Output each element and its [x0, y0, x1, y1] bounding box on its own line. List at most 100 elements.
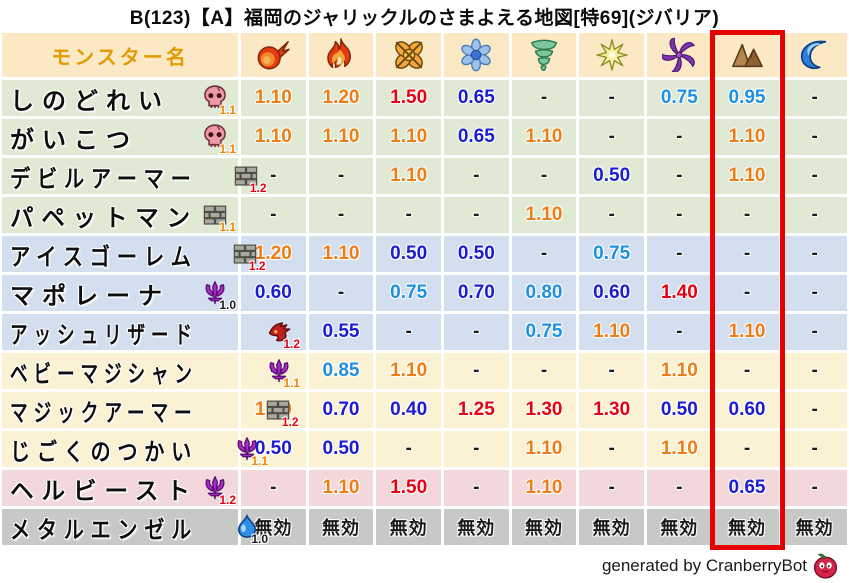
value-cell: 1.10	[511, 197, 577, 233]
value-cell: -	[782, 392, 847, 428]
brick-icon: 1.2	[233, 163, 267, 195]
family-multiplier: 1.0	[219, 298, 236, 312]
column-header-ice	[443, 33, 509, 77]
trident-icon: 1.0	[202, 280, 236, 312]
value-cell: 0.60	[579, 275, 644, 311]
value-cell: -	[646, 236, 712, 272]
value-cell: -	[579, 353, 644, 389]
family-multiplier: 1.2	[219, 493, 236, 507]
monster-name: しのどれい	[10, 87, 170, 115]
value-cell: 0.75	[579, 236, 644, 272]
trident-icon: 1.1	[266, 358, 300, 390]
value-cell: -	[646, 197, 712, 233]
value-cell: -	[443, 158, 509, 194]
family-multiplier: 1.1	[219, 142, 236, 156]
star-icon	[595, 38, 629, 72]
value-cell: -	[646, 470, 712, 506]
value-cell: -	[782, 431, 847, 467]
column-header-monster-name: モンスター名	[2, 33, 238, 77]
value-cell: 1.10	[308, 119, 374, 155]
dragon-icon: 1.2	[266, 319, 300, 351]
value-cell: 0.40	[376, 392, 441, 428]
value-cell: -	[308, 158, 374, 194]
value-cell: -	[714, 236, 780, 272]
value-cell: 0.80	[511, 275, 577, 311]
value-cell: -	[579, 80, 644, 116]
value-cell: 1.30	[579, 392, 644, 428]
value-cell: 無効	[443, 509, 509, 545]
value-cell: 0.95	[714, 80, 780, 116]
monster-name-cell: マポレーナ 1.0	[2, 275, 238, 312]
fireball-icon	[256, 38, 291, 72]
value-cell: -	[782, 80, 847, 116]
value-cell: 0.50	[308, 431, 374, 467]
value-cell: -	[376, 431, 441, 467]
value-cell: -	[646, 158, 712, 194]
value-cell: 0.50	[443, 236, 509, 272]
monster-name-cell: アイスゴーレム 1.2	[2, 236, 266, 273]
monster-name-cell: アッシュリザード 1.2	[2, 314, 300, 351]
slime-icon: 1.0	[234, 514, 268, 546]
value-cell: 無効	[714, 509, 780, 545]
wave-icon	[798, 38, 832, 72]
trident-icon: 1.2	[202, 475, 236, 507]
snowflake-icon	[459, 38, 493, 72]
flame-icon	[324, 38, 358, 72]
value-cell: 0.60	[241, 275, 306, 311]
resistance-table: モンスター名 しのどれい 1.1 1.10 1.20 1.50 0.65- -0.75 0.9…	[0, 33, 849, 546]
brick-icon: 1.2	[232, 241, 266, 273]
value-cell: 1.50	[376, 80, 441, 116]
value-cell: 0.50	[579, 158, 644, 194]
value-cell: 1.10	[579, 314, 644, 350]
value-cell: 1.10	[714, 314, 780, 350]
value-cell: -	[646, 314, 712, 350]
column-header-flame	[308, 33, 374, 77]
footer: generated by CranberryBot	[602, 552, 839, 579]
page-title: B(123)【A】福岡のジャリックルのさまよえる地図[特69](ジバリア)	[129, 8, 720, 29]
value-cell: -	[714, 353, 780, 389]
brick-icon: 1.2	[265, 397, 299, 429]
value-cell: 0.50	[376, 236, 441, 272]
value-cell: 1.25	[443, 392, 509, 428]
skull-icon: 1.1	[202, 85, 236, 117]
value-cell: -	[443, 197, 509, 233]
value-cell: 0.70	[443, 275, 509, 311]
monster-name: メタルエンゼル	[10, 516, 198, 544]
value-cell: 1.10	[376, 119, 441, 155]
value-cell: 1.10	[241, 80, 306, 116]
family-multiplier: 1.0	[251, 532, 268, 546]
column-header-water	[782, 33, 847, 77]
monster-name: デビルアーマー	[10, 165, 198, 193]
value-cell: -	[646, 119, 712, 155]
value-cell: 0.65	[443, 80, 509, 116]
value-cell: 1.10	[511, 431, 577, 467]
value-cell: -	[443, 314, 509, 350]
value-cell: -	[579, 119, 644, 155]
value-cell: 1.10	[376, 353, 441, 389]
family-multiplier: 1.2	[281, 415, 299, 429]
value-cell: 1.20	[308, 80, 374, 116]
value-cell: 0.50	[646, 392, 712, 428]
value-cell: 無効	[646, 509, 712, 545]
value-cell: 1.10	[376, 158, 441, 194]
monster-name: ヘルビースト	[10, 477, 198, 505]
monster-name: マジックアーマー	[10, 399, 198, 427]
value-cell: -	[782, 236, 847, 272]
value-cell: 1.20	[241, 236, 306, 272]
value-cell: 1.10	[714, 119, 780, 155]
value-cell: -	[443, 431, 509, 467]
column-header-explosion	[376, 33, 441, 77]
value-cell: 0.75	[376, 275, 441, 311]
family-multiplier: 1.1	[283, 376, 300, 390]
monster-name-cell: マジックアーマー 1.2	[2, 392, 299, 429]
value-cell: 無効	[376, 509, 441, 545]
credit-text: generated by CranberryBot	[601, 555, 807, 575]
value-cell: -	[579, 431, 644, 467]
value-cell: 0.65	[714, 470, 780, 506]
value-cell: 0.75	[646, 80, 712, 116]
monster-name: ベビーマジシャン	[10, 360, 198, 388]
tornado-icon	[527, 38, 561, 72]
value-cell: 0.60	[714, 392, 780, 428]
value-cell: -	[782, 470, 847, 506]
monster-name-cell: メタルエンゼル 1.0	[2, 509, 268, 546]
